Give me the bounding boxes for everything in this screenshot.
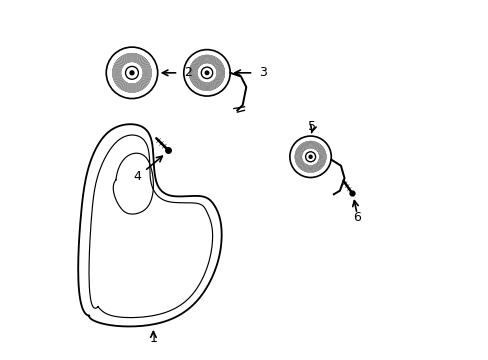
Text: 4: 4 [133, 170, 141, 183]
Circle shape [308, 155, 311, 158]
Text: 1: 1 [149, 333, 157, 346]
Text: 5: 5 [308, 120, 316, 133]
Text: 6: 6 [352, 211, 360, 224]
Text: 2: 2 [183, 66, 191, 79]
Text: 3: 3 [258, 66, 266, 79]
Circle shape [130, 71, 134, 75]
Circle shape [205, 71, 208, 75]
